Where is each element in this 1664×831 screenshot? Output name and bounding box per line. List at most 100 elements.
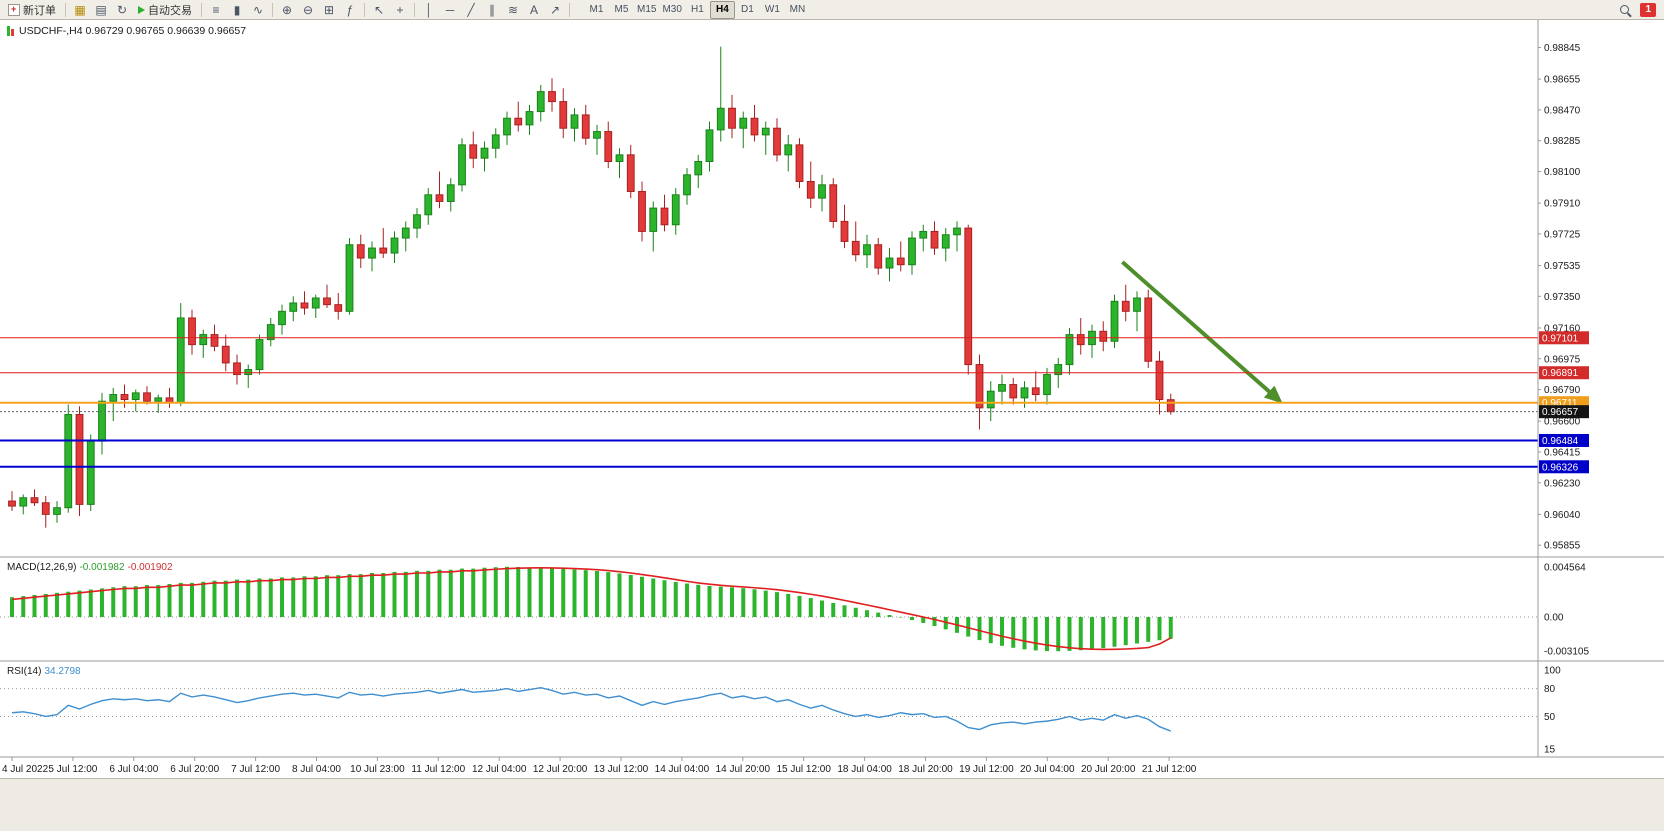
svg-text:13 Jul 12:00: 13 Jul 12:00 <box>594 764 649 775</box>
chart-title-text: USDCHF-,H4 0.96729 0.96765 0.96639 0.966… <box>19 25 247 37</box>
trendline-icon[interactable]: ╱ <box>461 1 481 19</box>
zoom-in-icon[interactable]: ⊕ <box>277 1 297 19</box>
tf-button-m30[interactable]: M30 <box>659 1 684 19</box>
indicators-icon[interactable]: ƒ <box>340 1 360 19</box>
refresh-icon[interactable]: ↻ <box>112 1 132 19</box>
macd-value: -0.001982 <box>79 562 125 573</box>
zoom-out-icon[interactable]: ⊖ <box>298 1 318 19</box>
price-tag-label: 0.96711 <box>1542 398 1578 409</box>
svg-text:12 Jul 04:00: 12 Jul 04:00 <box>472 764 527 775</box>
macd-signal-value: -0.001902 <box>127 562 173 573</box>
svg-text:0.96600: 0.96600 <box>1544 417 1581 428</box>
notification-badge[interactable]: 1 <box>1640 2 1656 17</box>
price-axis: 0.98845 0.98655 0.98470 0.98285 0.98100 0.979… <box>1538 43 1581 552</box>
rsi-line <box>11 686 1172 732</box>
svg-text:0.96230: 0.96230 <box>1544 478 1581 489</box>
search-icon[interactable] <box>1614 1 1634 19</box>
svg-text:12 Jul 20:00: 12 Jul 20:00 <box>533 764 588 775</box>
window-bottom-area <box>0 778 1664 831</box>
toolbar-separator <box>272 2 273 17</box>
svg-text:0.96040: 0.96040 <box>1544 510 1581 521</box>
svg-text:8 Jul 04:00: 8 Jul 04:00 <box>292 764 341 775</box>
svg-text:19 Jul 12:00: 19 Jul 12:00 <box>959 764 1014 775</box>
svg-text:0.98845: 0.98845 <box>1544 43 1581 54</box>
new-order-label: 新订单 <box>23 4 56 17</box>
text-tool-icon[interactable]: A <box>524 1 544 19</box>
price-tag-label: 0.96657 <box>1542 407 1579 418</box>
main-toolbar: 新订单 ▦ ▤ ↻ 自动交易 ≡ ▮ ∿ ⊕ ⊖ ⊞ ƒ ↖ + │ ─ ╱ ∥… <box>0 0 1664 20</box>
svg-text:0.98470: 0.98470 <box>1544 105 1581 116</box>
price-chart-canvas[interactable]: 0.98845 0.98655 0.98470 0.98285 0.98100 0.979… <box>0 20 1664 778</box>
svg-text:0.98655: 0.98655 <box>1544 75 1581 86</box>
toolbar-separator <box>364 2 365 17</box>
svg-text:4 Jul 2022: 4 Jul 2022 <box>2 764 49 775</box>
svg-text:10 Jul 23:00: 10 Jul 23:00 <box>350 764 405 775</box>
rsi-value: 34.2798 <box>44 666 81 677</box>
charts-icon[interactable]: ▦ <box>70 1 90 19</box>
chart-window: 0.98845 0.98655 0.98470 0.98285 0.98100 0.979… <box>0 20 1664 778</box>
svg-text:18 Jul 20:00: 18 Jul 20:00 <box>898 764 953 775</box>
price-tag-label: 0.96484 <box>1542 436 1579 447</box>
time-axis: 4 Jul 2022 5 Jul 12:00 6 Jul 04:00 6 Jul 20… <box>2 757 1197 775</box>
candlestick-series <box>8 46 1175 528</box>
tf-button-m15[interactable]: M15 <box>634 1 659 19</box>
vertical-line-icon[interactable]: │ <box>419 1 439 19</box>
svg-text:20 Jul 20:00: 20 Jul 20:00 <box>1081 764 1136 775</box>
svg-text:7 Jul 12:00: 7 Jul 12:00 <box>231 764 280 775</box>
tf-button-m1[interactable]: M1 <box>584 1 609 19</box>
svg-text:0.98100: 0.98100 <box>1544 167 1581 178</box>
fibonacci-icon[interactable]: ≋ <box>503 1 523 19</box>
rsi-axis-label: 80 <box>1544 684 1556 695</box>
trend-arrow[interactable] <box>1121 260 1283 404</box>
play-icon <box>138 5 145 14</box>
price-tag <box>1539 331 1589 345</box>
auto-trading-button[interactable]: 自动交易 <box>133 1 197 19</box>
channel-icon[interactable]: ∥ <box>482 1 502 19</box>
toolbar-separator <box>65 2 66 17</box>
svg-text:14 Jul 20:00: 14 Jul 20:00 <box>716 764 771 775</box>
svg-text:6 Jul 20:00: 6 Jul 20:00 <box>170 764 219 775</box>
svg-text:0.98285: 0.98285 <box>1544 136 1581 147</box>
tile-windows-icon[interactable]: ⊞ <box>319 1 339 19</box>
svg-text:18 Jul 04:00: 18 Jul 04:00 <box>837 764 892 775</box>
chart-symbol-icon <box>7 26 14 36</box>
tf-button-d1[interactable]: D1 <box>735 1 760 19</box>
price-tag <box>1539 405 1589 419</box>
svg-text:0.96975: 0.96975 <box>1544 354 1581 365</box>
macd-axis-label: -0.003105 <box>1544 647 1589 658</box>
toolbar-separator <box>201 2 202 17</box>
toolbar-right-group: 1 <box>1614 1 1661 19</box>
rsi-indicator-label: RSI(14) 34.2798 <box>7 666 81 677</box>
price-tag <box>1539 366 1589 380</box>
svg-text:11 Jul 12:00: 11 Jul 12:00 <box>411 764 465 775</box>
tf-button-h1[interactable]: H1 <box>685 1 710 19</box>
macd-axis-label: 0.004564 <box>1544 562 1586 573</box>
tf-button-mn[interactable]: MN <box>785 1 810 19</box>
macd-indicator-label: MACD(12,26,9) -0.001982 -0.001902 <box>7 562 173 573</box>
price-tag-label: 0.96326 <box>1542 462 1579 473</box>
bars-chart-icon[interactable]: ≡ <box>206 1 226 19</box>
new-order-button[interactable]: 新订单 <box>3 1 61 19</box>
toolbar-separator <box>414 2 415 17</box>
crosshair-icon[interactable]: + <box>390 1 410 19</box>
auto-trading-label: 自动交易 <box>148 4 192 17</box>
price-tag <box>1539 460 1589 474</box>
svg-text:0.96415: 0.96415 <box>1544 447 1581 458</box>
line-chart-icon[interactable]: ∿ <box>248 1 268 19</box>
tf-button-m5[interactable]: M5 <box>609 1 634 19</box>
candlestick-chart-icon[interactable]: ▮ <box>227 1 247 19</box>
svg-text:5 Jul 12:00: 5 Jul 12:00 <box>48 764 97 775</box>
macd-signal-line <box>11 567 1172 651</box>
rsi-axis-label: 100 <box>1544 666 1561 677</box>
cursor-icon[interactable]: ↖ <box>369 1 389 19</box>
svg-text:0.95855: 0.95855 <box>1544 541 1581 552</box>
tf-button-w1[interactable]: W1 <box>760 1 785 19</box>
price-tag-label: 0.96891 <box>1542 368 1579 379</box>
profiles-icon[interactable]: ▤ <box>91 1 111 19</box>
price-tag <box>1539 433 1589 447</box>
svg-text:14 Jul 04:00: 14 Jul 04:00 <box>655 764 710 775</box>
arrows-tool-icon[interactable]: ↗ <box>545 1 565 19</box>
tf-button-h4[interactable]: H4 <box>709 0 735 19</box>
horizontal-line-icon[interactable]: ─ <box>440 1 460 19</box>
svg-text:0.96790: 0.96790 <box>1544 385 1581 396</box>
